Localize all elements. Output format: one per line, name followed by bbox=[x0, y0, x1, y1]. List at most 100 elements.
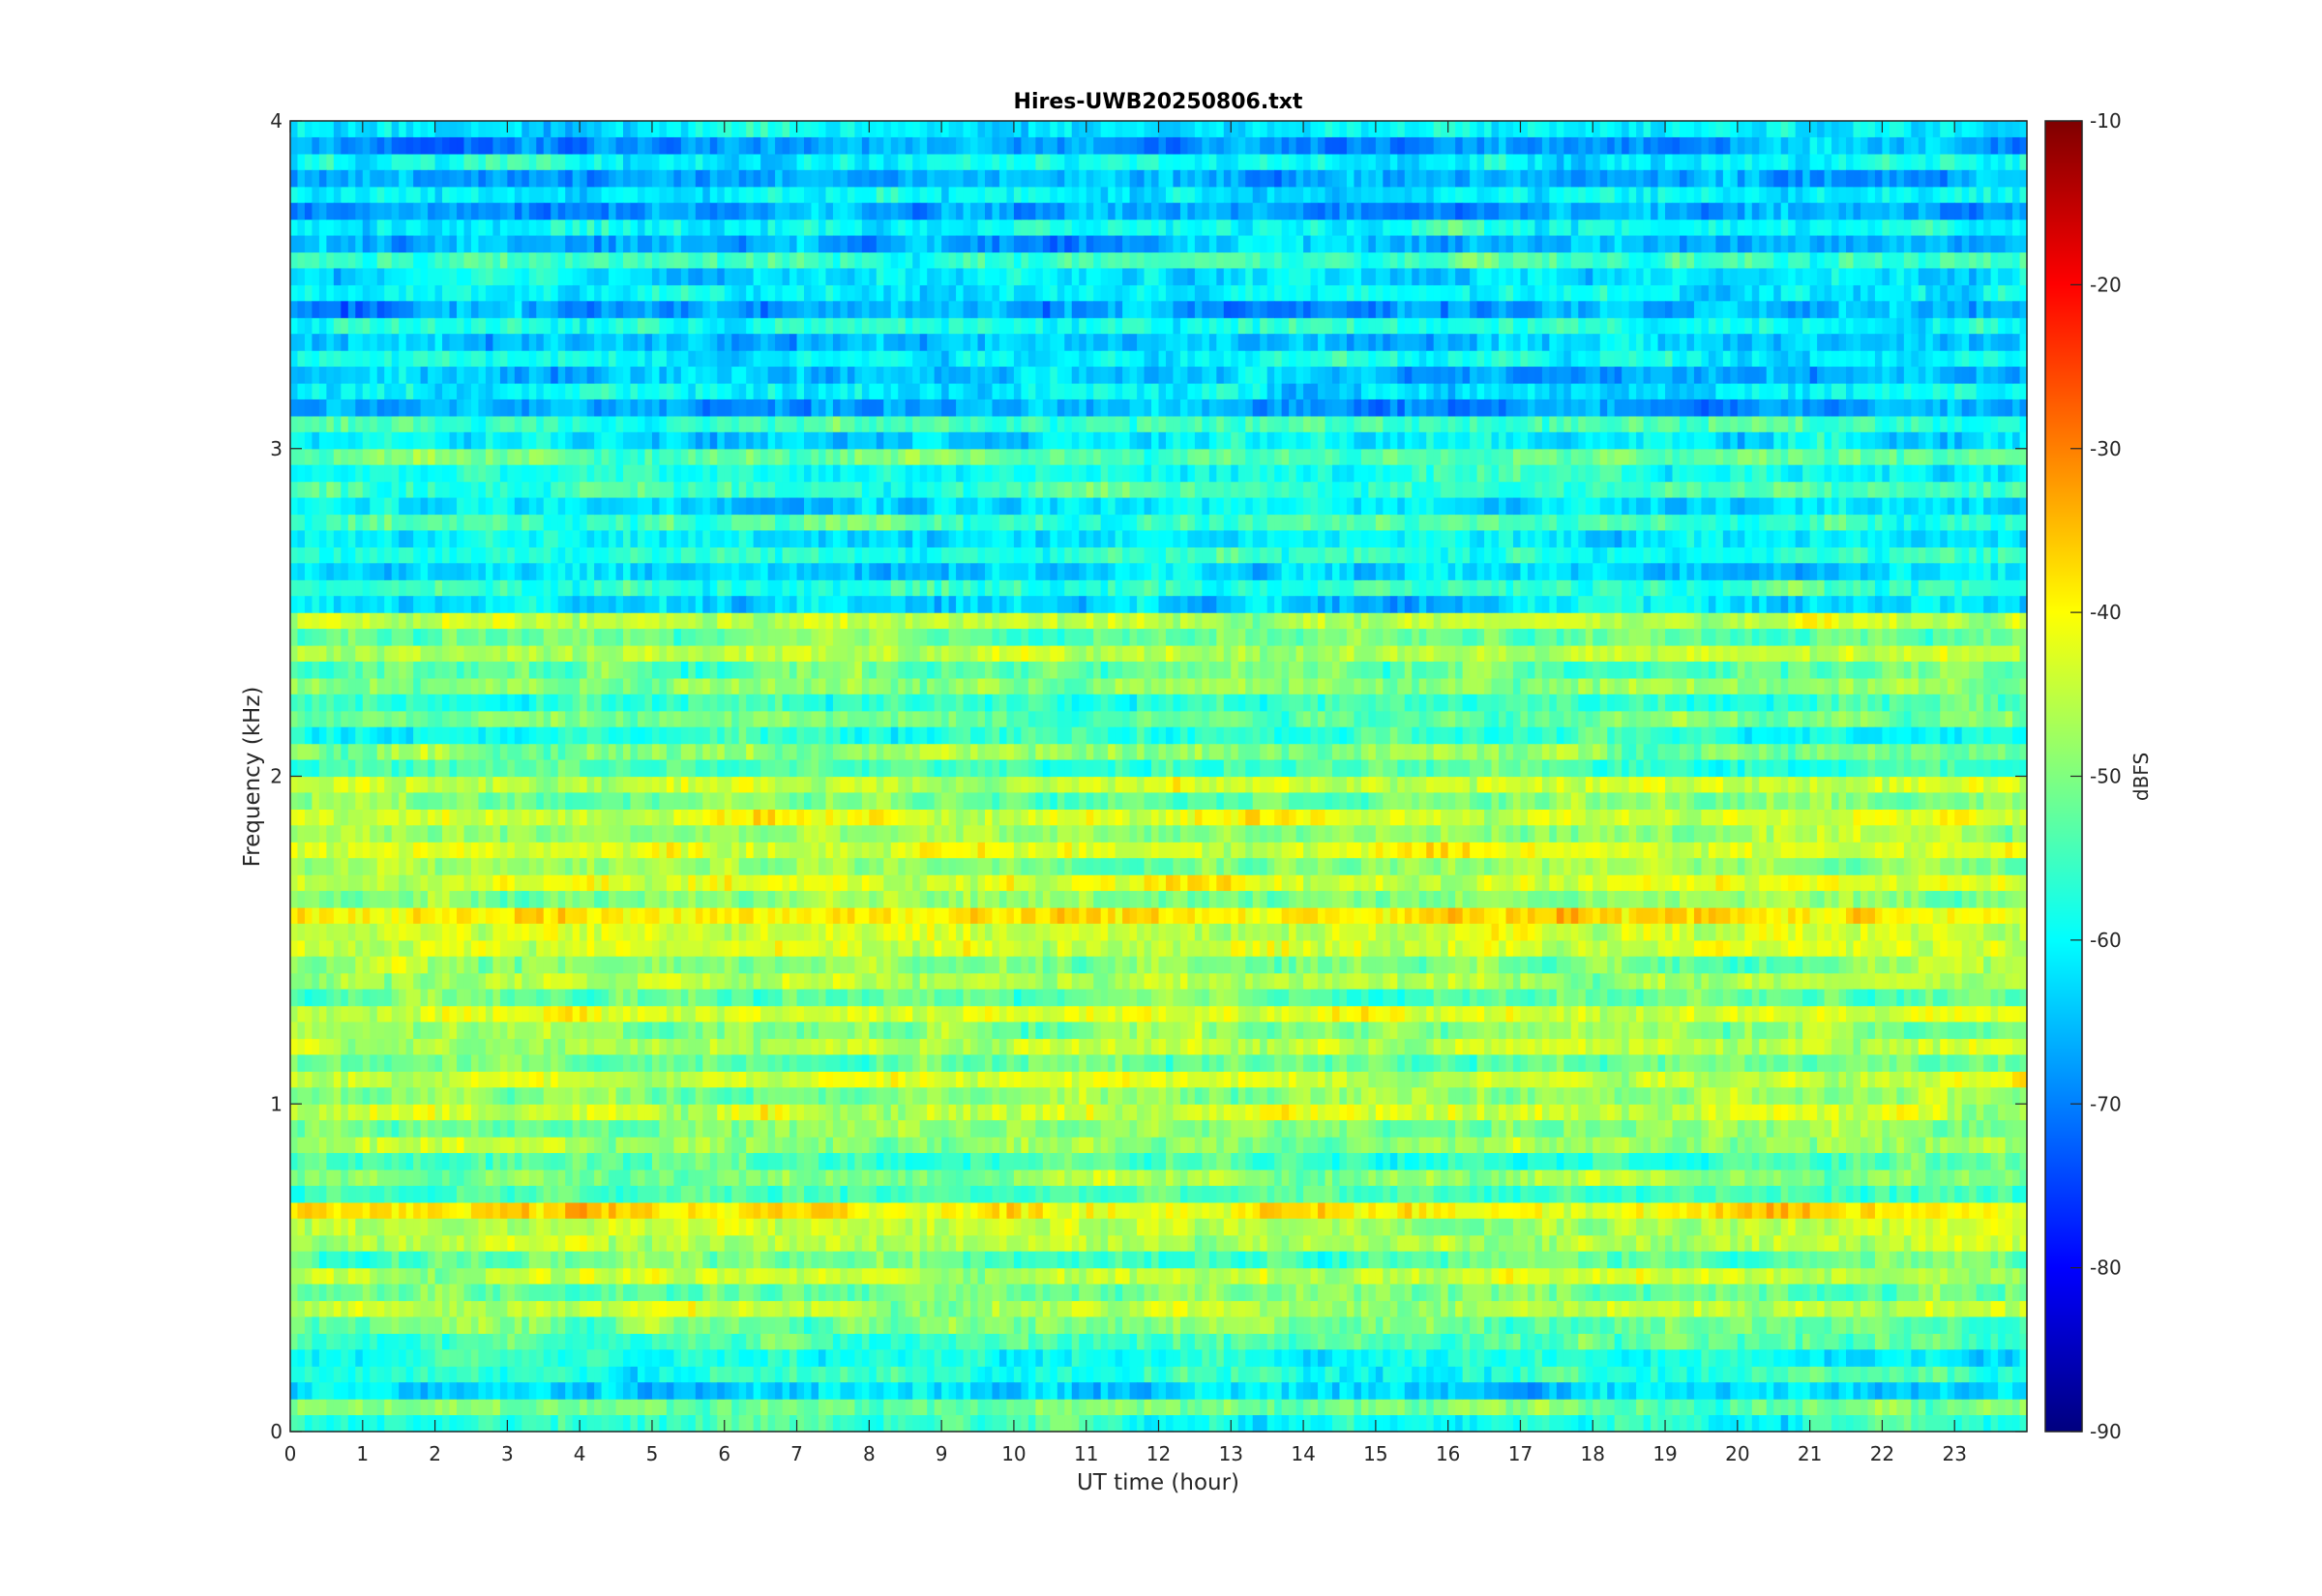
heatmap-cell bbox=[1628, 1300, 1637, 1318]
heatmap-cell bbox=[1346, 1120, 1355, 1138]
heatmap-cell bbox=[934, 1201, 942, 1220]
heatmap-cell bbox=[304, 1071, 313, 1088]
heatmap-cell bbox=[1969, 1120, 1978, 1138]
heatmap-cell bbox=[1057, 1333, 1065, 1350]
heatmap-cell bbox=[1115, 1071, 1123, 1088]
heatmap-cell bbox=[1990, 1104, 1999, 1121]
heatmap-cell bbox=[1867, 1137, 1876, 1154]
heatmap-cell bbox=[927, 1300, 936, 1318]
heatmap-cell bbox=[521, 1333, 530, 1350]
heatmap-cell bbox=[536, 1120, 545, 1138]
heatmap-cell bbox=[1636, 1399, 1645, 1416]
heatmap-cell bbox=[840, 1316, 848, 1334]
heatmap-cell bbox=[1397, 1201, 1406, 1220]
heatmap-cell bbox=[557, 1366, 566, 1383]
heatmap-cell bbox=[434, 1071, 443, 1088]
heatmap-cell bbox=[702, 1120, 711, 1138]
heatmap-cell bbox=[1505, 1201, 1514, 1220]
heatmap-cell bbox=[420, 1300, 429, 1318]
heatmap-cell bbox=[876, 1104, 884, 1121]
heatmap-cell bbox=[1144, 1251, 1152, 1269]
heatmap-cell bbox=[1108, 1201, 1116, 1220]
heatmap-cell bbox=[405, 1251, 414, 1269]
heatmap-cell bbox=[312, 1120, 320, 1138]
heatmap-cell bbox=[1766, 1382, 1774, 1400]
heatmap-cell bbox=[977, 1201, 986, 1220]
heatmap-cell bbox=[1093, 1284, 1102, 1302]
heatmap-cell bbox=[738, 1218, 747, 1236]
heatmap-cell bbox=[594, 1137, 603, 1154]
heatmap-cell bbox=[1541, 1153, 1550, 1170]
heatmap-cell bbox=[391, 1185, 400, 1203]
heatmap-cell bbox=[970, 1104, 979, 1121]
heatmap-cell bbox=[1701, 1382, 1710, 1400]
heatmap-cell bbox=[912, 1300, 921, 1318]
heatmap-cell bbox=[1578, 1284, 1587, 1302]
heatmap-cell bbox=[905, 1382, 913, 1400]
heatmap-cell bbox=[1426, 1316, 1435, 1334]
heatmap-cell bbox=[1433, 1153, 1442, 1170]
heatmap-cell bbox=[391, 1234, 400, 1253]
heatmap-cell bbox=[970, 1201, 979, 1220]
heatmap-cell bbox=[1983, 1267, 1992, 1286]
heatmap-cell bbox=[673, 1234, 682, 1253]
heatmap-cell bbox=[463, 1137, 472, 1154]
heatmap-cell bbox=[1831, 1300, 1840, 1318]
heatmap-cell bbox=[1491, 1185, 1500, 1203]
heatmap-cell bbox=[688, 1300, 697, 1318]
heatmap-cell bbox=[1680, 1185, 1688, 1203]
heatmap-cell bbox=[1318, 1234, 1326, 1253]
heatmap-cell bbox=[854, 1267, 863, 1286]
heatmap-cell bbox=[318, 1137, 327, 1154]
heatmap-cell bbox=[724, 1399, 732, 1416]
heatmap-cell bbox=[1404, 1218, 1413, 1236]
heatmap-cell bbox=[927, 1415, 936, 1433]
heatmap-cell bbox=[355, 1300, 364, 1318]
heatmap-cell bbox=[1115, 1234, 1123, 1253]
heatmap-cell bbox=[1194, 1366, 1203, 1383]
heatmap-cell bbox=[1766, 1137, 1774, 1154]
heatmap-cell bbox=[963, 1316, 971, 1334]
heatmap-cell bbox=[1339, 1153, 1348, 1170]
heatmap-cell bbox=[970, 1185, 979, 1203]
heatmap-cell bbox=[1846, 1185, 1855, 1203]
heatmap-cell bbox=[1122, 1382, 1131, 1400]
heatmap-cell bbox=[572, 1218, 580, 1236]
heatmap-cell bbox=[1252, 1104, 1261, 1121]
heatmap-cell bbox=[1057, 1399, 1065, 1416]
heatmap-cell bbox=[362, 1120, 371, 1138]
heatmap-cell bbox=[1484, 1300, 1493, 1318]
heatmap-cell bbox=[1534, 1366, 1543, 1383]
heatmap-cell bbox=[1759, 1316, 1768, 1334]
heatmap-cell bbox=[1086, 1201, 1094, 1220]
heatmap-cell bbox=[485, 1382, 494, 1400]
heatmap-cell bbox=[623, 1366, 632, 1383]
heatmap-cell bbox=[804, 1399, 813, 1416]
heatmap-cell bbox=[384, 1153, 393, 1170]
heatmap-cell bbox=[767, 1218, 776, 1236]
heatmap-cell bbox=[695, 1382, 703, 1400]
heatmap-cell bbox=[1636, 1234, 1645, 1253]
heatmap-cell bbox=[1433, 1366, 1442, 1383]
heatmap-cell bbox=[1245, 1201, 1254, 1220]
heatmap-cell bbox=[557, 1382, 566, 1400]
heatmap-cell bbox=[760, 1153, 769, 1170]
heatmap-cell bbox=[1838, 1267, 1847, 1286]
heatmap-cell bbox=[1360, 1218, 1369, 1236]
heatmap-cell bbox=[1122, 1120, 1131, 1138]
heatmap-cell bbox=[528, 1333, 537, 1350]
heatmap-cell bbox=[1389, 1366, 1398, 1383]
heatmap-cell bbox=[1476, 1366, 1485, 1383]
heatmap-cell bbox=[1426, 1284, 1435, 1302]
heatmap-cell bbox=[2012, 1366, 2021, 1383]
heatmap-cell bbox=[1057, 1185, 1065, 1203]
heatmap-cell bbox=[370, 1415, 378, 1433]
heatmap-cell bbox=[1173, 1169, 1181, 1187]
heatmap-cell bbox=[1441, 1415, 1449, 1433]
heatmap-cell bbox=[1447, 1104, 1456, 1121]
heatmap-cell bbox=[1512, 1284, 1522, 1302]
heatmap-cell bbox=[1534, 1267, 1543, 1286]
heatmap-cell bbox=[1383, 1300, 1391, 1318]
heatmap-cell bbox=[405, 1137, 414, 1154]
heatmap-cell bbox=[919, 1333, 928, 1350]
